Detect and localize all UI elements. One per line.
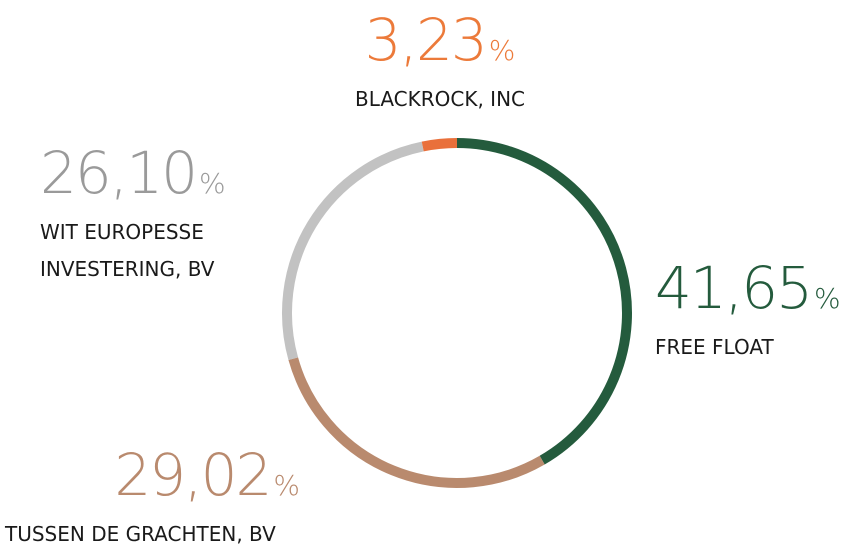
value-number: 41,65 (655, 254, 813, 322)
value-label: 29,02% (0, 445, 300, 516)
value-unit: % (488, 34, 516, 67)
category-label: TUSSEN DE GRACHTEN, BV (5, 522, 276, 546)
donut-segment (288, 357, 545, 488)
value-unit: % (199, 167, 226, 200)
value-unit: % (273, 469, 300, 502)
value-number: 29,02 (114, 441, 272, 509)
segment-label: 29,02% TUSSEN DE GRACHTEN, BV (0, 445, 300, 553)
category-label: BLACKROCK, INC (355, 87, 525, 111)
donut-segment (456, 138, 632, 465)
category-label: WIT EUROPESSE INVESTERING, BV (40, 220, 215, 281)
donut-segment (282, 141, 424, 361)
segment-label: 3,23% BLACKROCK, INC (290, 10, 590, 118)
value-unit: % (814, 282, 841, 315)
value-label: 26,10% (40, 143, 260, 214)
value-number: 3,23 (364, 6, 488, 74)
value-label: 3,23% (290, 10, 590, 81)
donut-segment (421, 138, 458, 152)
segment-label: 41,65% FREE FLOAT (655, 258, 855, 366)
value-number: 26,10 (40, 139, 198, 207)
category-label: FREE FLOAT (655, 335, 774, 359)
segment-label: 26,10% WIT EUROPESSE INVESTERING, BV (40, 143, 260, 288)
value-label: 41,65% (655, 258, 855, 329)
